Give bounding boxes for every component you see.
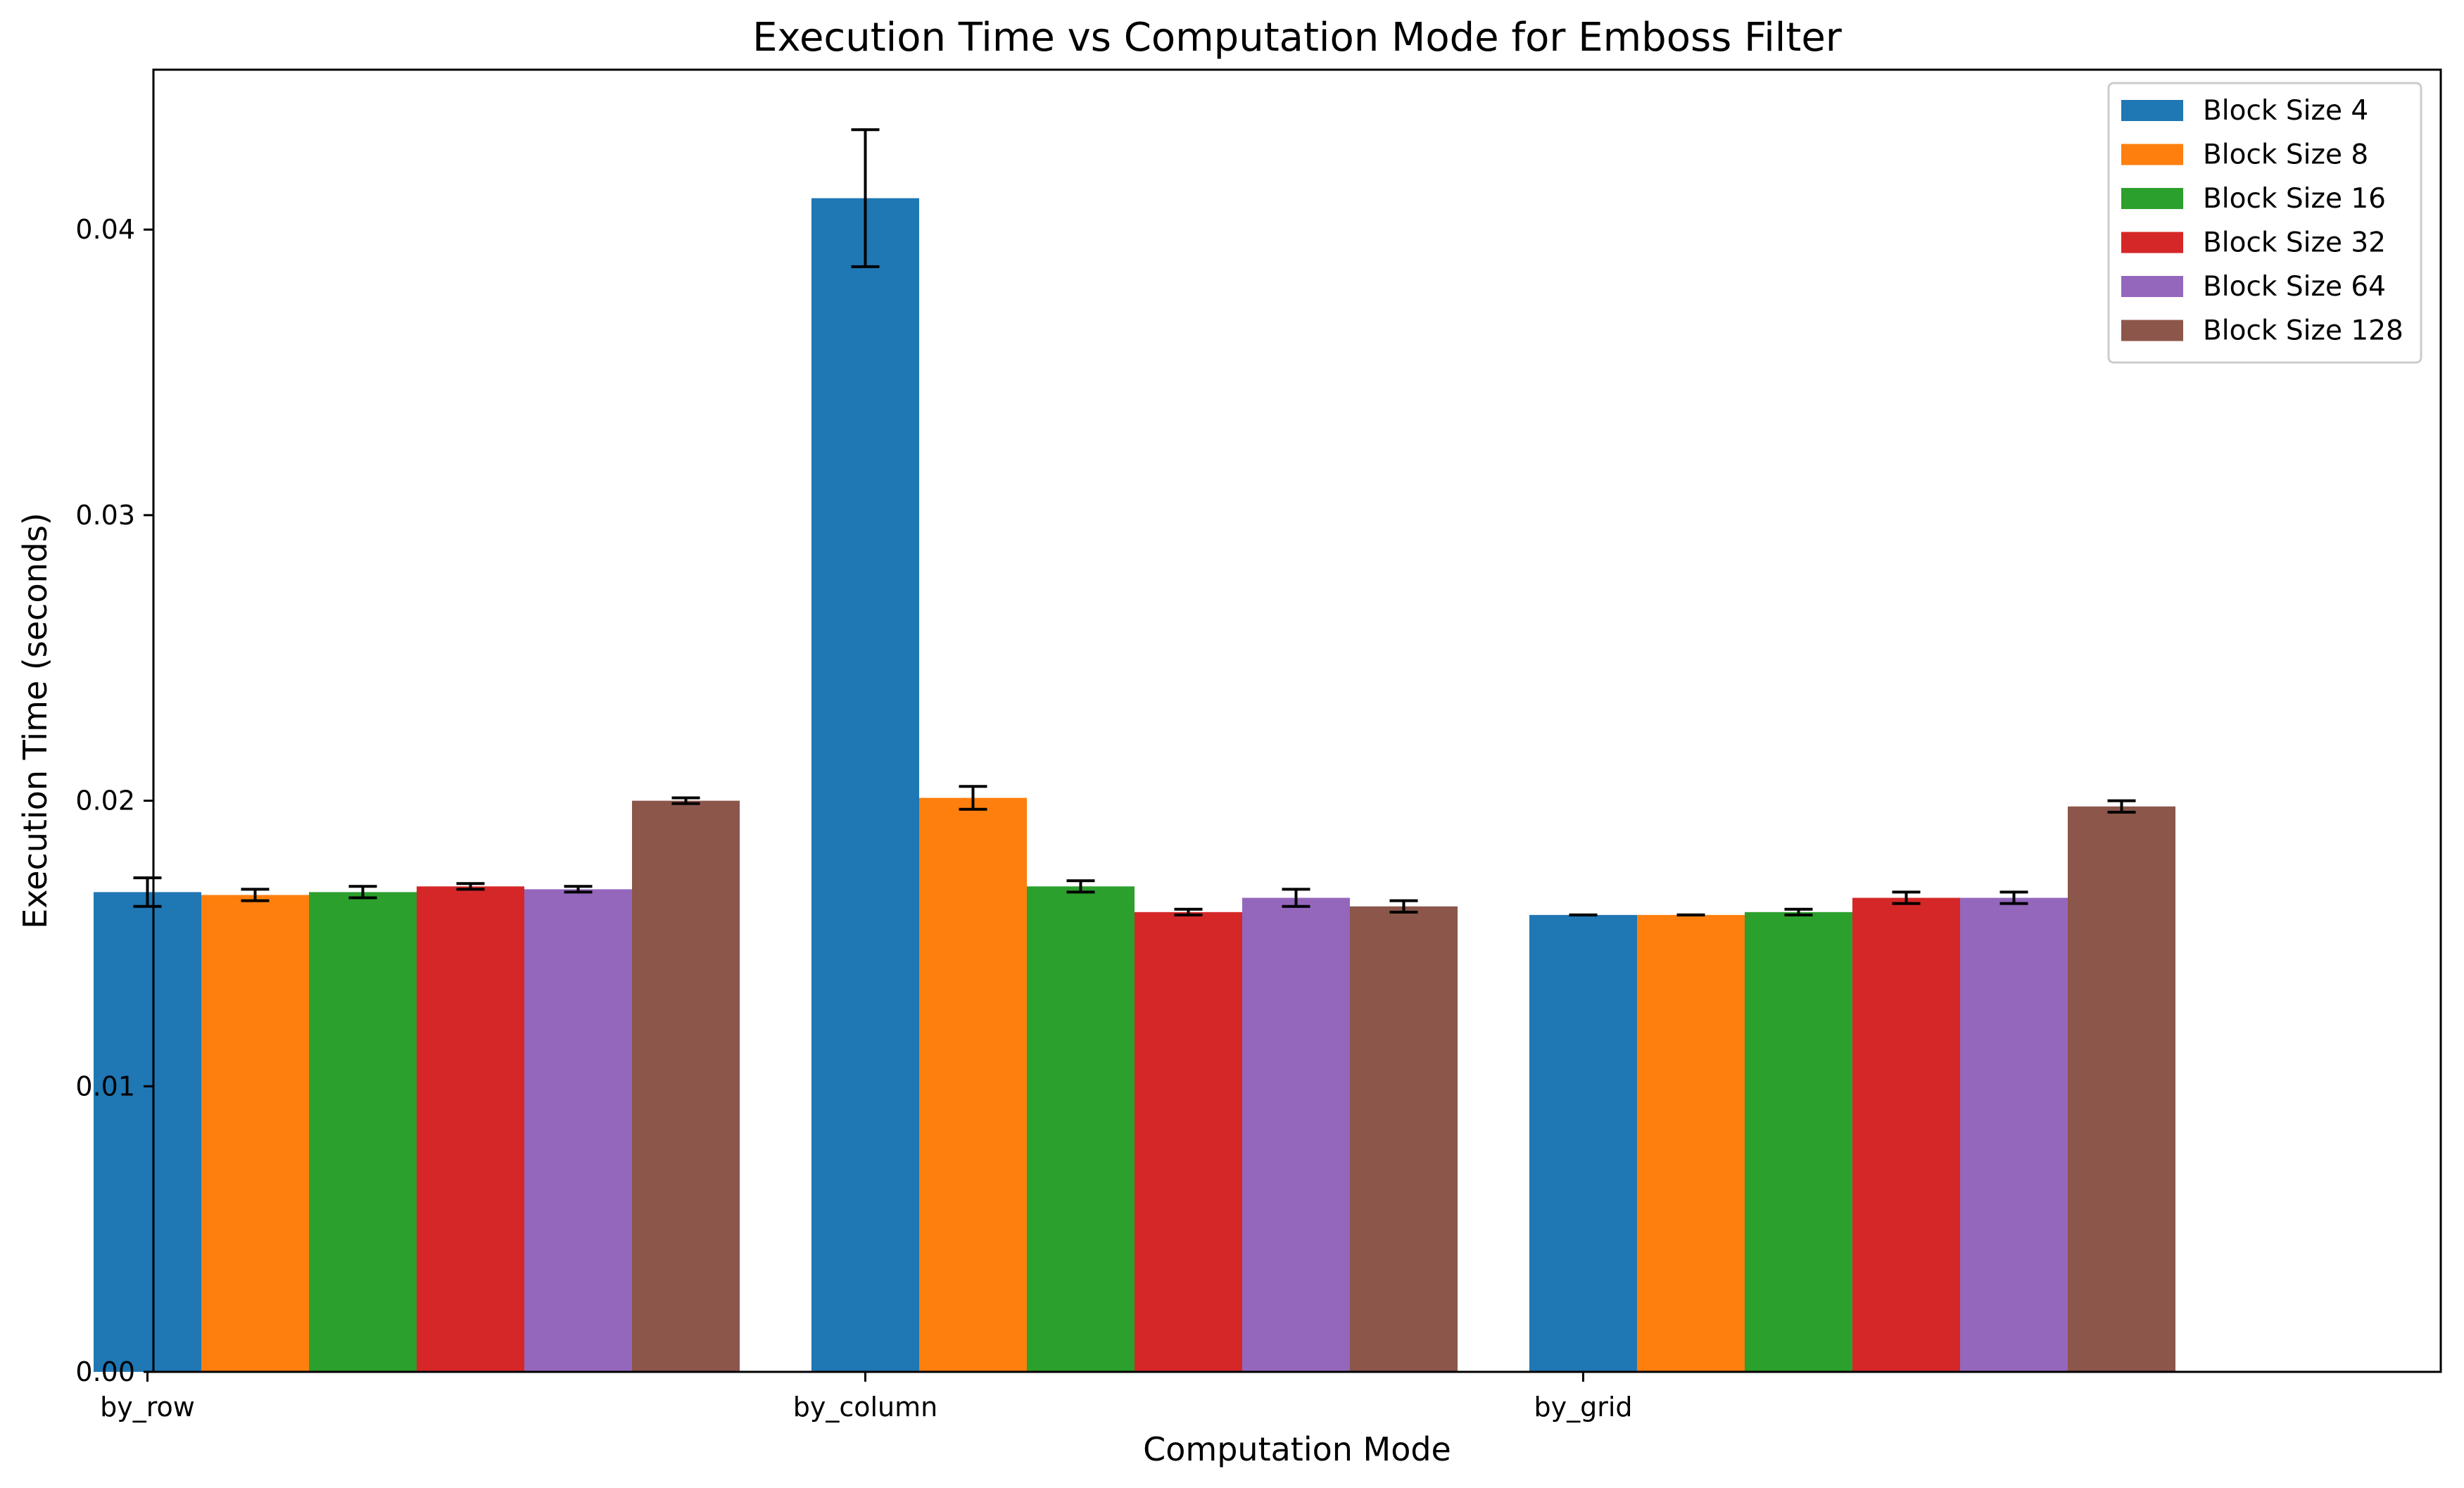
bar	[1960, 897, 2068, 1372]
chart-title: Execution Time vs Computation Mode for E…	[752, 15, 1843, 61]
bar	[1745, 912, 1852, 1372]
bar	[2068, 806, 2175, 1372]
legend-label: Block Size 16	[2203, 183, 2386, 215]
bar	[632, 800, 740, 1372]
bar	[1637, 914, 1745, 1372]
legend-swatch	[2121, 100, 2183, 121]
bar	[417, 886, 524, 1372]
y-axis: 0.00 0.01 0.02 0.03 0.04	[75, 214, 153, 1387]
plot-frame	[152, 68, 2442, 1373]
legend-swatch	[2121, 144, 2183, 165]
legend-label: Block Size 4	[2203, 95, 2368, 127]
bar	[94, 892, 201, 1372]
x-tick-label: by_grid	[1534, 1392, 1632, 1423]
bar	[1135, 912, 1242, 1372]
legend-swatch	[2121, 276, 2183, 297]
bar	[811, 198, 919, 1372]
bar	[524, 889, 632, 1372]
x-axis-label: Computation Mode	[1143, 1430, 1451, 1468]
x-tick-label: by_row	[100, 1392, 195, 1423]
y-tick-label: 0.00	[75, 1356, 135, 1387]
bar	[1852, 897, 1960, 1372]
legend-label: Block Size 32	[2203, 227, 2386, 259]
legend: Block Size 4 Block Size 8 Block Size 16 Blo…	[2107, 82, 2422, 364]
legend-label: Block Size 8	[2203, 139, 2368, 171]
bar	[1350, 906, 1458, 1372]
x-tick-label: by_column	[793, 1392, 938, 1423]
legend-label: Block Size 64	[2203, 271, 2386, 303]
x-axis: by_row by_column by_grid	[100, 1372, 1633, 1423]
legend-box	[2107, 82, 2422, 364]
y-tick-label: 0.04	[75, 214, 135, 245]
legend-swatch	[2121, 188, 2183, 209]
legend-swatch	[2121, 232, 2183, 253]
legend-label: Block Size 128	[2203, 315, 2403, 347]
y-tick-label: 0.03	[75, 500, 135, 531]
errorbars-layer	[133, 128, 2136, 916]
bar	[1027, 886, 1135, 1372]
bar	[309, 892, 417, 1372]
legend-swatch	[2121, 320, 2183, 341]
bar	[1529, 914, 1637, 1372]
bar	[201, 895, 309, 1372]
y-tick-label: 0.01	[75, 1071, 135, 1102]
bar	[919, 797, 1027, 1372]
y-tick-label: 0.02	[75, 786, 135, 816]
y-axis-label: Execution Time (seconds)	[16, 512, 54, 928]
bar	[1242, 897, 1350, 1372]
bars-layer	[94, 198, 2175, 1372]
